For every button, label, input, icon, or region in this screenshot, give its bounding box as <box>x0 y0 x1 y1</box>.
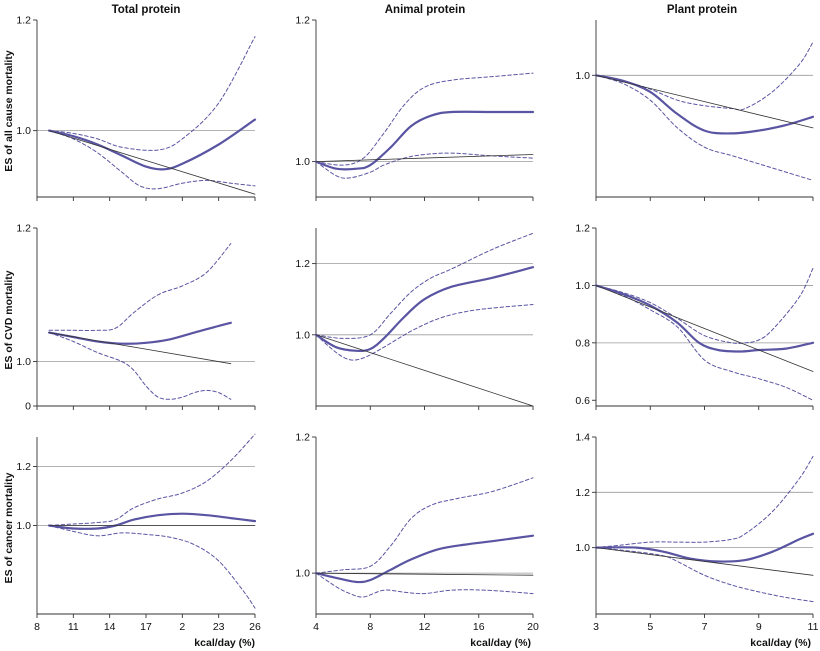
panel-cancer-plant: 1.0 1.2 1.4 3 5 7 9 11 <box>575 432 818 634</box>
series-upper-cancer-plant <box>595 455 814 549</box>
y-tick-label-cvd-total-1: 1.0 <box>16 356 31 368</box>
y-tick-label-cvd-plant-0: 0.6 <box>575 395 590 407</box>
series-ref-cancer-plant <box>595 547 814 576</box>
y-tick-label-cvd-plant-1: 0.8 <box>575 337 590 349</box>
series-solid-cvd-plant <box>594 284 815 353</box>
y-tick-label-cvd-animal-0: 1.0 <box>295 329 310 341</box>
x-tick-label-cancer-plant-0: 3 <box>593 621 599 633</box>
series-upper-allcause-total <box>48 36 256 151</box>
series-lower-cvd-total <box>48 332 232 400</box>
y-tick-label-cancer-animal-0: 1.0 <box>295 568 310 580</box>
row-ylabel-cancer: ES of cancer mortality <box>3 472 15 583</box>
series-ref-cvd-plant <box>595 285 814 372</box>
panel-allcause-total: 1.0 1.2 <box>16 15 257 201</box>
series-solid-cvd-total <box>48 321 232 345</box>
panel-cvd-plant: 0.6 0.8 1.0 1.2 <box>575 223 815 410</box>
panel-cancer-animal: 1.0 1.2 4 8 12 16 20 <box>295 432 539 634</box>
series-upper-cvd-animal <box>315 232 534 339</box>
x-tick-label-cancer-animal-0: 4 <box>313 621 319 633</box>
series-upper-cvd-plant <box>595 267 814 344</box>
column-title-total: Total protein <box>112 4 181 16</box>
row-ylabel-all-cause: ES of all cause mortality <box>3 50 15 172</box>
y-tick-label-cvd-plant-2: 1.0 <box>575 280 590 292</box>
series-ref-allcause-total <box>48 130 256 195</box>
x-tick-label-cancer-total-4: 2 <box>179 621 185 633</box>
series-solid-allcause-total <box>48 118 257 171</box>
x-tick-label-cancer-total-3: 17 <box>140 621 152 633</box>
panel-cancer-total: 1.0 1.2 8 11 14 17 2 23 26 <box>16 433 261 633</box>
y-tick-label-cvd-total-2: 1.2 <box>16 223 31 235</box>
series-upper-cvd-total <box>48 243 232 331</box>
x-tick-label-cancer-plant-2: 7 <box>702 621 708 633</box>
series-ref-cvd-animal <box>315 334 534 407</box>
x-tick-label-cancer-plant-1: 5 <box>647 621 653 633</box>
y-tick-label-allcause-total-0: 1.0 <box>16 125 31 137</box>
y-tick-label-cancer-total-0: 1.0 <box>16 520 31 532</box>
series-lower-cvd-animal <box>315 304 534 361</box>
panel-allcause-animal: 1.0 1.2 <box>295 15 535 201</box>
column-title-plant: Plant protein <box>667 4 737 16</box>
y-tick-label-cancer-total-1: 1.2 <box>16 461 31 473</box>
panel-allcause-plant: 1.01.2 <box>575 20 815 201</box>
series-lower-allcause-plant <box>595 74 814 181</box>
x-tick-label-cancer-total-0: 8 <box>34 621 40 633</box>
series-solid-allcause-plant <box>594 74 815 135</box>
series-upper-cancer-animal <box>315 477 534 574</box>
x-axis-label-animal: kcal/day (%) <box>470 637 531 649</box>
y-tick-label-cvd-animal-1: 1.2 <box>295 258 310 270</box>
x-tick-label-cancer-animal-3: 16 <box>473 621 485 633</box>
x-tick-label-cancer-animal-4: 20 <box>527 621 539 633</box>
x-tick-label-cancer-plant-3: 9 <box>756 621 762 633</box>
series-ref-cancer-animal <box>315 572 534 576</box>
panel-cvd-animal: 1.0 1.2 <box>295 228 535 410</box>
series-upper-cancer-total <box>48 433 256 526</box>
y-tick-label-cancer-plant-0: 1.0 <box>575 542 590 554</box>
series-lower-cancer-plant <box>595 547 814 603</box>
x-tick-label-cancer-animal-1: 8 <box>367 621 373 633</box>
y-tick-label-allcause-animal-1: 1.2 <box>295 15 310 27</box>
series-ref-allcause-plant <box>595 74 814 129</box>
series-upper-allcause-plant <box>595 41 814 111</box>
y-tick-label-cancer-plant-1: 1.2 <box>575 487 590 499</box>
series-solid-cancer-total <box>48 512 257 530</box>
y-tick-label-cancer-plant-2: 1.4 <box>575 432 590 444</box>
x-axis-label-total: kcal/day (%) <box>194 637 255 649</box>
x-tick-label-cancer-total-5: 23 <box>213 621 225 633</box>
y-tick-label-allcause-plant-0: 1.0 <box>575 70 590 82</box>
panels-group: 1.01.21.01.21.01.201.01.21.01.20.60.81.0… <box>16 15 818 634</box>
series-solid-cancer-plant <box>594 532 815 563</box>
y-tick-label-allcause-total-1: 1.2 <box>16 15 31 27</box>
x-tick-label-cancer-plant-4: 11 <box>808 621 819 633</box>
panel-cvd-total: 0 1.0 1.2 <box>16 223 256 413</box>
y-tick-label-cvd-plant-3: 1.2 <box>575 223 590 235</box>
x-axis-label-plant: kcal/day (%) <box>750 637 811 649</box>
series-solid-cvd-animal <box>314 266 535 353</box>
series-lower-cancer-total <box>48 525 256 609</box>
column-title-animal: Animal protein <box>385 4 466 16</box>
series-solid-cancer-animal <box>314 534 535 584</box>
x-tick-label-cancer-total-2: 14 <box>104 621 116 633</box>
y-tick-label-allcause-animal-0: 1.0 <box>295 156 310 168</box>
row-ylabel-cvd: ES of CVD mortality <box>3 270 15 369</box>
series-ref-allcause-animal <box>315 154 534 162</box>
series-lower-allcause-total <box>48 130 256 190</box>
series-solid-allcause-animal <box>314 110 535 171</box>
x-tick-label-cancer-total-6: 26 <box>249 621 261 633</box>
x-tick-label-cancer-animal-2: 12 <box>419 621 431 633</box>
series-ref-cvd-total <box>48 332 232 365</box>
series-lower-allcause-animal <box>315 152 534 179</box>
y-tick-label-cvd-total-0: 0 <box>25 401 31 413</box>
x-tick-label-cancer-total-1: 11 <box>68 621 79 633</box>
series-upper-allcause-animal <box>315 72 534 166</box>
y-tick-label-cancer-animal-1: 1.2 <box>295 432 310 444</box>
series-lower-cancer-animal <box>315 572 534 598</box>
